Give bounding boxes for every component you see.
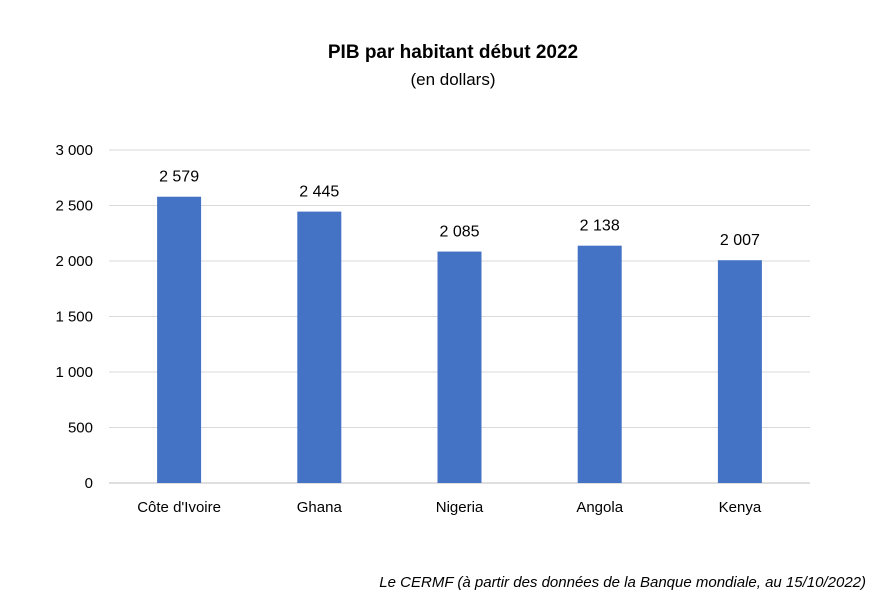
bar — [437, 251, 482, 483]
chart-subtitle: (en dollars) — [410, 70, 495, 89]
bar — [297, 211, 342, 484]
y-tick-label: 2 500 — [55, 198, 93, 215]
data-label: 2 138 — [580, 218, 620, 235]
data-label: 2 085 — [439, 224, 479, 241]
data-label: 2 007 — [720, 232, 760, 249]
data-label: 2 445 — [299, 184, 339, 201]
y-tick-label: 2 000 — [55, 253, 93, 270]
y-tick-label: 1 500 — [55, 309, 93, 326]
bar — [717, 260, 762, 483]
y-tick-label: 3 000 — [55, 142, 93, 159]
y-tick-label: 0 — [85, 475, 93, 492]
bar — [577, 245, 622, 483]
footnote: Le CERMF (à partir des données de la Ban… — [379, 574, 866, 591]
chart-title: PIB par habitant début 2022 — [328, 42, 578, 63]
x-tick-label: Ghana — [297, 499, 343, 516]
x-tick-label: Nigeria — [436, 499, 484, 516]
x-tick-label: Côte d'Ivoire — [137, 499, 221, 516]
y-tick-label: 500 — [68, 420, 93, 437]
data-label: 2 579 — [159, 169, 199, 186]
x-tick-label: Angola — [576, 499, 623, 516]
y-tick-label: 1 000 — [55, 364, 93, 381]
x-tick-label: Kenya — [719, 499, 762, 516]
bar — [157, 196, 202, 483]
